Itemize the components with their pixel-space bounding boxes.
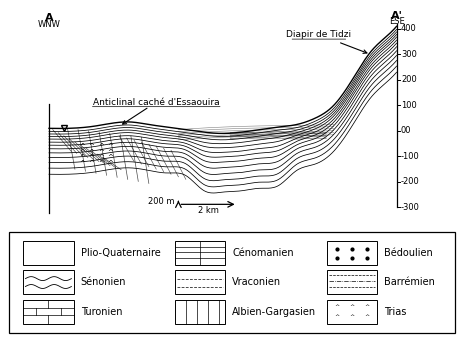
Text: -300: -300 [401,203,420,212]
Text: ^: ^ [89,149,94,155]
Text: Cénomanien: Cénomanien [232,248,294,258]
Text: ^: ^ [98,143,104,149]
Text: -100: -100 [401,152,420,161]
Text: Diapir de Tidzi: Diapir de Tidzi [286,30,367,53]
Bar [327,241,377,265]
Bar [23,241,73,265]
Text: ^: ^ [334,314,339,319]
Text: ^: ^ [89,143,94,149]
Text: Bédoulien: Bédoulien [384,248,433,258]
Bar [327,270,377,294]
Text: A': A' [391,11,402,21]
Text: 200: 200 [401,75,417,84]
Text: A: A [45,13,53,23]
Text: 200 m: 200 m [148,197,175,205]
Text: WNW: WNW [37,20,61,29]
Text: -200: -200 [401,177,420,186]
Text: ^: ^ [98,149,104,155]
Bar [23,300,73,324]
Text: ^: ^ [79,143,85,149]
Text: Vraconien: Vraconien [232,277,282,287]
Text: ^: ^ [98,160,104,166]
Text: ^: ^ [89,154,94,160]
Text: ^: ^ [98,154,104,160]
Text: 300: 300 [401,50,417,59]
Text: ^: ^ [349,314,355,319]
Text: ^: ^ [107,154,113,160]
Text: Turonien: Turonien [81,307,122,317]
Text: ^: ^ [89,160,94,166]
Text: Plio-Quaternaire: Plio-Quaternaire [81,248,160,258]
Text: ^: ^ [365,314,370,319]
Text: ^: ^ [79,149,85,155]
Bar [23,270,73,294]
Text: 100: 100 [401,101,417,110]
Text: Sénonien: Sénonien [81,277,126,287]
Text: 2 km: 2 km [198,206,219,215]
Bar [175,300,226,324]
Text: ^: ^ [107,149,113,155]
Text: Anticlinal caché d'Essaouira: Anticlinal caché d'Essaouira [93,98,219,124]
Text: 00: 00 [401,126,411,135]
Text: ^: ^ [107,160,113,166]
Bar [175,270,226,294]
Text: Trias: Trias [384,307,406,317]
Text: ESE: ESE [389,17,404,26]
Text: ^: ^ [365,304,370,309]
Text: ^: ^ [107,143,113,149]
Bar [327,300,377,324]
Text: Barrémien: Barrémien [384,277,435,287]
Text: 400: 400 [401,24,417,33]
Text: Albien-Gargasien: Albien-Gargasien [232,307,317,317]
Text: ^: ^ [79,160,85,166]
Bar [175,241,226,265]
Text: ^: ^ [79,154,85,160]
Text: ^: ^ [334,304,339,309]
Text: ^: ^ [349,304,355,309]
